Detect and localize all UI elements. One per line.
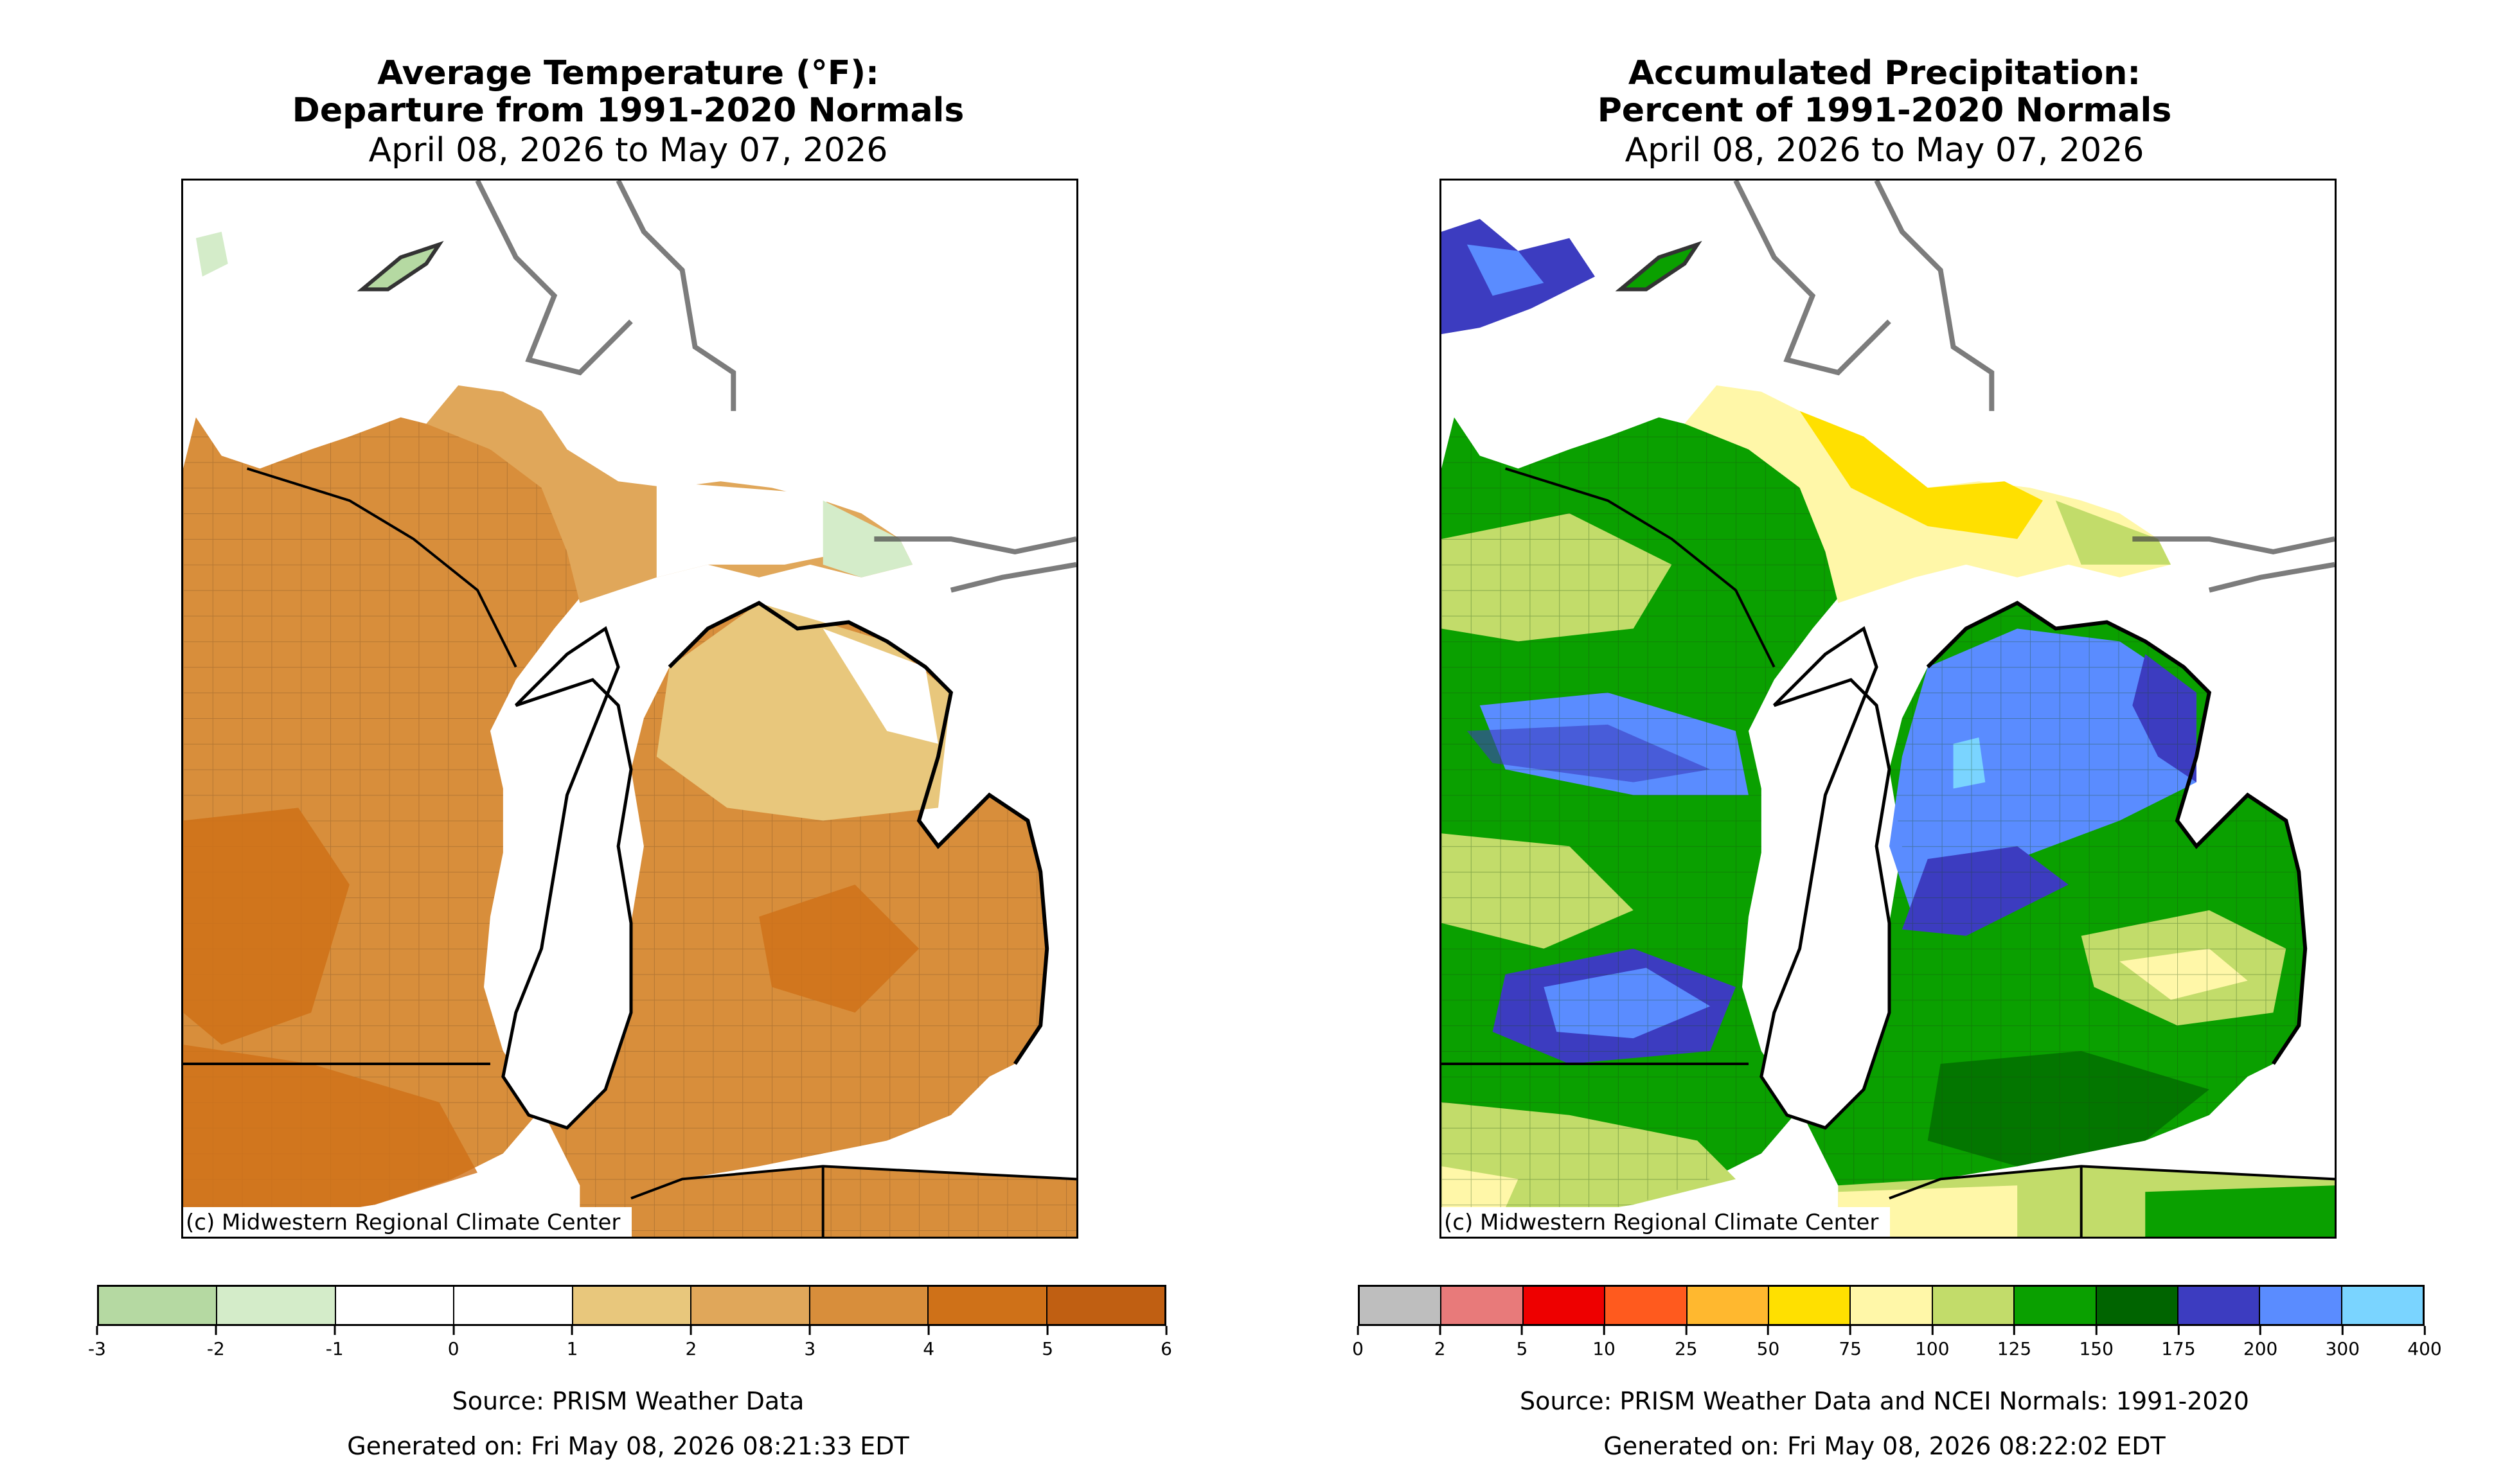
precipitation-colorbar-swatch <box>1932 1287 2015 1324</box>
precipitation-colorbar-tick-label: 200 <box>2243 1326 2277 1359</box>
precipitation-colorbar-tick-label: 150 <box>2079 1326 2113 1359</box>
temperature-colorbar-swatch <box>573 1287 692 1324</box>
precipitation-colorbar-swatch <box>2342 1287 2423 1324</box>
precipitation-map: (c) Midwestern Regional Climate Center <box>1439 179 2337 1239</box>
precipitation-panel: Accumulated Precipitation: Percent of 19… <box>1256 0 2512 1484</box>
precipitation-colorbar-tick-label: 2 <box>1434 1326 1446 1359</box>
precipitation-colorbar-tick-label: 5 <box>1516 1326 1528 1359</box>
precipitation-colorbar-swatch <box>2260 1287 2342 1324</box>
precipitation-map-credit: (c) Midwestern Regional Climate Center <box>1441 1207 1891 1237</box>
temperature-panel: Average Temperature (°F): Departure from… <box>0 0 1256 1484</box>
precipitation-colorbar-swatch <box>1360 1287 1442 1324</box>
precipitation-colorbar-tick-label: 300 <box>2326 1326 2360 1359</box>
precipitation-source: Source: PRISM Weather Data and NCEI Norm… <box>1520 1387 2249 1415</box>
temperature-title-line2: Departure from 1991-2020 Normals <box>292 91 965 130</box>
temperature-colorbar-swatch <box>99 1287 218 1324</box>
temperature-colorbar-swatch <box>217 1287 336 1324</box>
temperature-colorbar-tick-label: 3 <box>804 1326 815 1359</box>
temperature-colorbar-tick-label: -1 <box>326 1326 344 1359</box>
temperature-colorbar-ticks: -3 -2 -1 0 1 2 3 4 5 6 <box>88 1326 1172 1365</box>
temperature-map-canvas <box>183 181 1076 1237</box>
precipitation-colorbar-tick-label: 125 <box>1997 1326 2031 1359</box>
temperature-colorbar-tick-label: 1 <box>567 1326 578 1359</box>
precipitation-colorbar-tick-label: 100 <box>1915 1326 1949 1359</box>
precipitation-colorbar-tick-label: 25 <box>1675 1326 1698 1359</box>
precipitation-colorbar-swatch <box>2015 1287 2097 1324</box>
precipitation-map-canvas <box>1441 181 2335 1237</box>
precipitation-colorbar-swatch <box>1768 1287 1851 1324</box>
temperature-colorbar-swatch <box>691 1287 810 1324</box>
precipitation-colorbar-tick-label: 50 <box>1757 1326 1780 1359</box>
precipitation-title-line1: Accumulated Precipitation: <box>1628 54 2141 93</box>
precipitation-title-line2: Percent of 1991-2020 Normals <box>1597 91 2172 130</box>
temperature-colorbar-tick-label: 5 <box>1042 1326 1053 1359</box>
temperature-colorbar-swatch <box>810 1287 929 1324</box>
temperature-map-credit: (c) Midwestern Regional Climate Center <box>183 1207 632 1237</box>
temperature-colorbar-tick-label: 0 <box>448 1326 459 1359</box>
temperature-colorbar-swatch <box>454 1287 573 1324</box>
precipitation-colorbar-tick-label: 175 <box>2161 1326 2195 1359</box>
precipitation-colorbar-tick-label: 400 <box>2407 1326 2441 1359</box>
precipitation-generated: Generated on: Fri May 08, 2026 08:22:02 … <box>1603 1432 2166 1460</box>
temperature-colorbar <box>97 1285 1166 1326</box>
precipitation-date-range: April 08, 2026 to May 07, 2026 <box>1625 131 2144 170</box>
precipitation-colorbar-swatch <box>1441 1287 1524 1324</box>
precipitation-colorbar-swatch <box>1523 1287 1606 1324</box>
temperature-colorbar-tick-label: 2 <box>686 1326 697 1359</box>
precipitation-colorbar-swatch <box>2096 1287 2178 1324</box>
temperature-colorbar-tick-label: 6 <box>1161 1326 1172 1359</box>
temperature-colorbar-tick-label: -3 <box>88 1326 106 1359</box>
precipitation-colorbar-ticks: 0 2 5 10 25 50 75 100 125 150 175 200 300 400 <box>1352 1326 2442 1365</box>
temperature-colorbar-swatch <box>1047 1287 1164 1324</box>
temperature-date-range: April 08, 2026 to May 07, 2026 <box>368 131 888 170</box>
precipitation-colorbar-tick-label: 10 <box>1592 1326 1616 1359</box>
precipitation-colorbar-tick-label: 75 <box>1839 1326 1862 1359</box>
precipitation-colorbar-swatch <box>1687 1287 1769 1324</box>
precipitation-colorbar-swatch <box>1851 1287 1933 1324</box>
temperature-colorbar-tick-label: 4 <box>923 1326 934 1359</box>
precipitation-colorbar-swatch <box>2178 1287 2261 1324</box>
precipitation-colorbar-swatch <box>1605 1287 1688 1324</box>
precipitation-colorbar-tick-label: 0 <box>1352 1326 1364 1359</box>
precipitation-colorbar <box>1358 1285 2425 1326</box>
temperature-colorbar-swatch <box>335 1287 455 1324</box>
temperature-map: (c) Midwestern Regional Climate Center <box>181 179 1078 1239</box>
temperature-generated: Generated on: Fri May 08, 2026 08:21:33 … <box>347 1432 909 1460</box>
temperature-title-line1: Average Temperature (°F): <box>377 54 879 93</box>
temperature-colorbar-swatch <box>929 1287 1047 1324</box>
temperature-source: Source: PRISM Weather Data <box>452 1387 805 1415</box>
temperature-colorbar-tick-label: -2 <box>207 1326 225 1359</box>
